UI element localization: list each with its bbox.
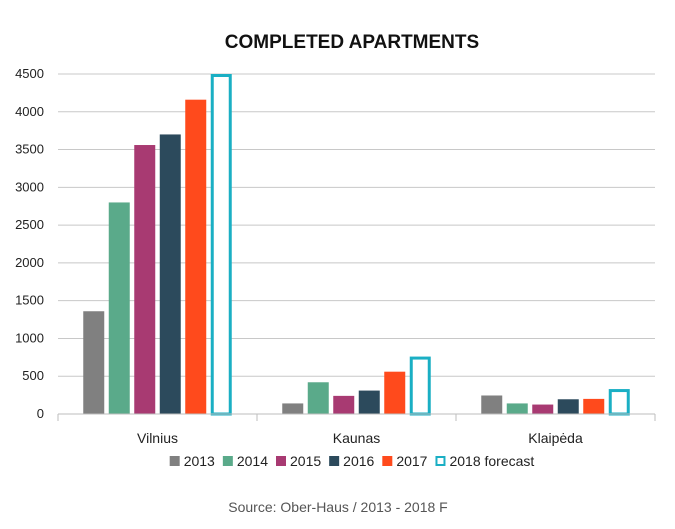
legend-label: 2017 bbox=[396, 453, 427, 469]
legend-swatch bbox=[222, 456, 233, 466]
y-tick-label: 4000 bbox=[15, 104, 44, 119]
legend: 2013 2014 2015 2016 2017 2018 forecast bbox=[169, 453, 534, 469]
legend-swatch bbox=[435, 456, 446, 466]
category-label: Klaipėda bbox=[528, 430, 583, 446]
y-tick-label: 1500 bbox=[15, 293, 44, 308]
bar-2015-klaipėda bbox=[532, 404, 554, 414]
y-tick-label: 3000 bbox=[15, 179, 44, 194]
bar-2017-klaipėda bbox=[583, 398, 605, 414]
bar-2014-vilnius bbox=[108, 202, 130, 414]
legend-label: 2016 bbox=[343, 453, 374, 469]
y-tick-label: 0 bbox=[37, 406, 44, 421]
bar-2018-forecast-vilnius bbox=[210, 74, 232, 416]
bar-2013-klaipėda bbox=[481, 395, 503, 414]
bars bbox=[83, 74, 630, 416]
y-tick-label: 2000 bbox=[15, 255, 44, 270]
category-labels: Vilnius Kaunas Klaipėda bbox=[137, 430, 583, 446]
y-tick-label: 4500 bbox=[15, 66, 44, 81]
bar-2016-vilnius bbox=[159, 134, 181, 414]
legend-swatch bbox=[329, 456, 340, 466]
bar-2016-kaunas bbox=[358, 390, 380, 414]
y-tick-label: 3500 bbox=[15, 142, 44, 157]
legend-label: 2014 bbox=[237, 453, 268, 469]
category-label: Kaunas bbox=[333, 430, 380, 446]
bar-2017-vilnius bbox=[185, 99, 207, 414]
gridlines bbox=[58, 73, 655, 377]
bar-2013-vilnius bbox=[83, 311, 105, 414]
y-tick-label: 500 bbox=[22, 368, 44, 383]
bar-2013-kaunas bbox=[282, 403, 304, 414]
bar-2018-forecast-kaunas bbox=[409, 356, 431, 416]
bar-2016-klaipėda bbox=[557, 399, 579, 414]
y-axis-tick-labels: 0 500 1000 1500 2000 2500 3000 3500 4000 4500 bbox=[15, 66, 44, 421]
legend-label: 2013 bbox=[184, 453, 215, 469]
source-note: Source: Ober-Haus / 2013 - 2018 F bbox=[228, 499, 447, 515]
legend-label: 2018 forecast bbox=[449, 453, 534, 469]
chart-title: COMPLETED APARTMENTS bbox=[225, 32, 479, 53]
legend-swatch bbox=[276, 456, 286, 466]
y-tick-label: 2500 bbox=[15, 217, 44, 232]
legend-label: 2015 bbox=[290, 453, 321, 469]
bar-2015-kaunas bbox=[333, 395, 355, 414]
y-tick-label: 1000 bbox=[15, 330, 44, 345]
bar-2015-vilnius bbox=[134, 145, 156, 414]
legend-swatch bbox=[382, 456, 393, 466]
category-label: Vilnius bbox=[137, 430, 178, 446]
bar-2014-klaipėda bbox=[506, 403, 528, 414]
bar-2017-kaunas bbox=[384, 371, 406, 414]
bar-2014-kaunas bbox=[307, 382, 329, 414]
legend-swatch bbox=[169, 456, 180, 466]
x-axis bbox=[57, 413, 656, 421]
bar-2018-forecast-klaipėda bbox=[608, 389, 630, 416]
